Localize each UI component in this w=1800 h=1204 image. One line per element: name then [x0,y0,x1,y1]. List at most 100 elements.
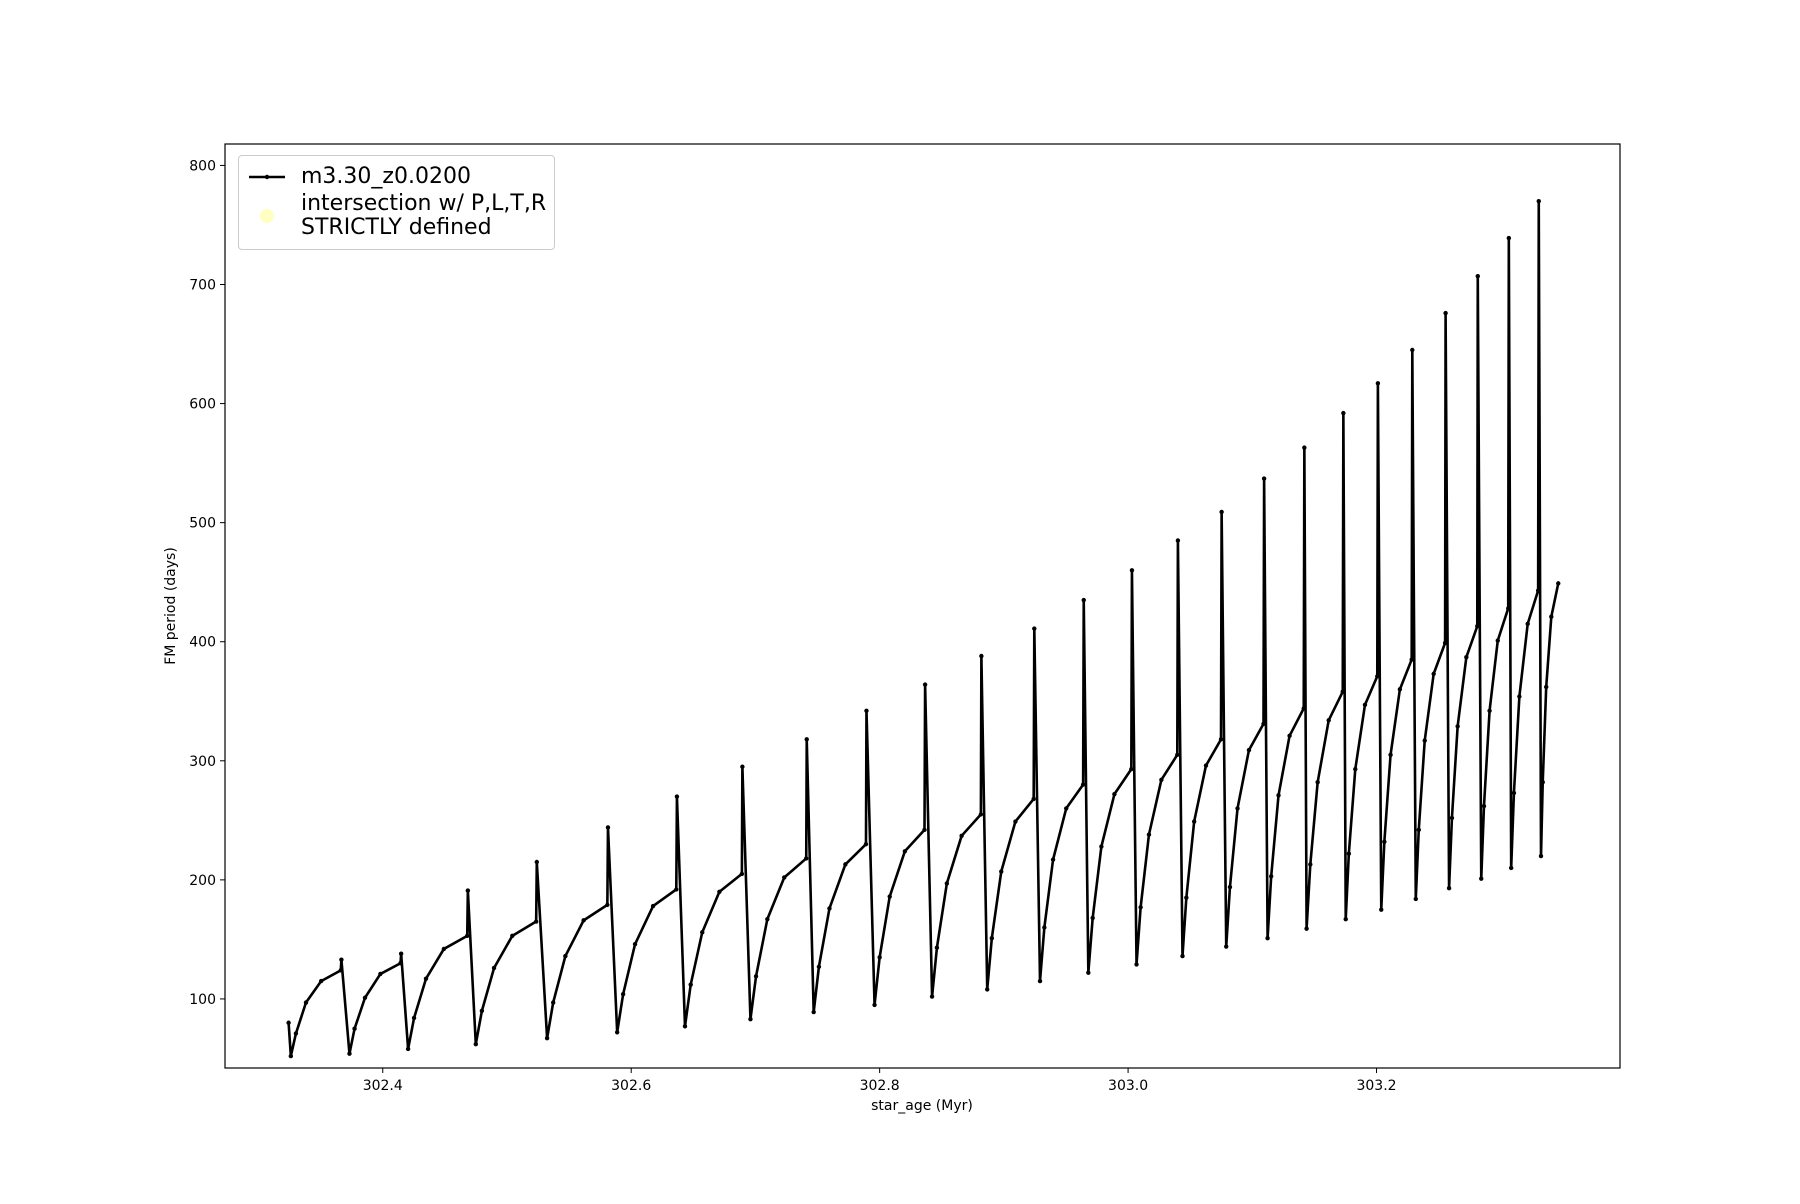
data-point [740,764,745,769]
data-point [1175,538,1181,543]
legend-marker [260,209,274,223]
data-point [1410,347,1415,353]
data-point [1276,793,1281,798]
data-point [614,1030,620,1035]
data-point [1443,310,1448,316]
data-point [944,881,950,886]
data-point [1487,708,1492,713]
data-point [1138,905,1143,910]
data-point [605,825,611,830]
data-point [1180,953,1185,959]
data-point [1353,766,1358,772]
data-point [989,936,995,941]
y-axis-label: FM period (days) [163,547,179,665]
data-point [303,1000,309,1005]
x-tick-label: 302.6 [611,1078,651,1094]
data-point [398,961,403,966]
data-point [804,856,809,861]
data-point [550,1000,556,1005]
data-point [1050,857,1056,862]
data-point [1455,724,1460,729]
data-point [398,951,404,956]
data-point [1308,862,1313,867]
data-point [1013,819,1018,824]
data-point [1362,702,1368,708]
y-tick-label: 400 [189,635,216,651]
data-point [1341,410,1346,416]
data-point [491,965,497,971]
y-tick-label: 300 [189,754,216,770]
data-point [1134,962,1139,967]
data-point [1129,766,1134,772]
data-point [1535,588,1541,593]
data-point [1511,790,1517,796]
data-point [1301,706,1306,711]
data-point [1037,978,1043,984]
data-point [1475,273,1480,279]
data-point [1481,803,1487,809]
data-point [1446,886,1452,891]
data-point [979,653,984,659]
data-point [288,1053,294,1059]
data-point [1326,718,1331,723]
data-point [1031,796,1036,802]
data-point [887,894,892,899]
data-point [1129,568,1135,573]
data-point [985,987,990,992]
data-point [293,1031,299,1036]
data-point [620,991,626,997]
data-point [1379,907,1384,912]
data-point [902,849,908,854]
legend-item: m3.30_z0.0200 [247,165,546,189]
legend: m3.30_z0.0200 intersection w/ P,L,T,R STR… [238,155,556,250]
data-point [1540,780,1545,785]
data-point [1346,851,1352,856]
data-point [1227,884,1233,890]
data-point [688,982,693,987]
data-point [1343,916,1348,922]
legend-label: m3.30_z0.0200 [301,164,471,189]
data-point [534,859,539,865]
data-point [338,968,343,973]
data-point [533,919,539,924]
data-point [1246,747,1252,753]
data-point [674,794,680,799]
data-point [1538,853,1544,859]
data-point [1261,721,1266,727]
legend-swatch [249,174,285,180]
data-point [922,827,927,833]
data-point [1517,694,1522,699]
data-point [423,976,429,981]
data-point [1375,674,1380,679]
data-point [1064,806,1069,811]
data-point [922,682,928,687]
data-point [1287,733,1292,738]
data-point [674,887,679,892]
x-tick-label: 303.2 [1356,1078,1396,1094]
data-point [1315,780,1320,785]
data-point [1556,581,1561,586]
legend-swatch [260,209,274,223]
data-point [934,945,940,950]
y-tick-label: 100 [189,992,216,1008]
data-point [378,971,383,977]
series-line [287,199,1560,1058]
data-point [700,930,705,935]
legend-label: intersection w/ P,L,T,R STRICTLY defined [301,191,547,240]
data-point [753,974,759,979]
data-point [864,708,869,713]
data-point [1218,737,1224,742]
data-point [1508,865,1514,871]
data-point [544,1036,550,1041]
data-point [1413,896,1418,902]
data-point [811,1009,816,1015]
data-point [479,1008,485,1014]
data-point [1525,621,1530,627]
data-point [362,995,368,1000]
data-point [473,1041,479,1047]
data-point [1544,684,1549,690]
data-point [1302,445,1307,450]
data-point [1203,763,1209,768]
data-point [411,1015,417,1021]
